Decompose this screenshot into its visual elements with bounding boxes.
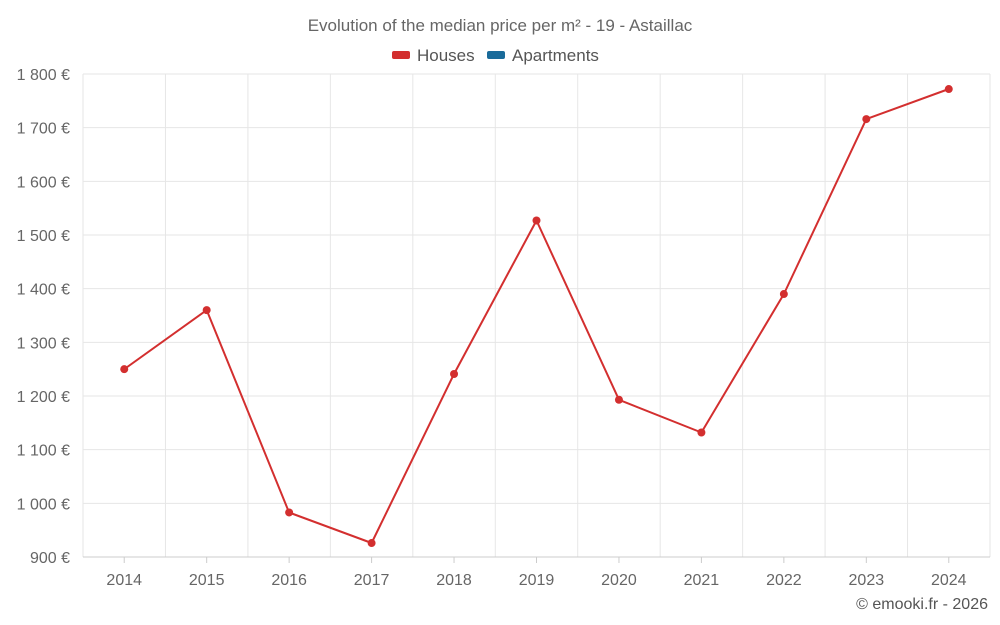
x-tick-label: 2017 [354,572,390,589]
data-point[interactable] [450,369,459,378]
legend: Houses Apartments [392,46,599,65]
data-point[interactable] [944,85,953,94]
x-tick-label: 2018 [436,572,472,589]
data-point[interactable] [532,216,541,225]
data-point[interactable] [614,395,623,404]
y-tick-label: 1 400 € [17,282,70,299]
credit-text: © emooki.fr - 2026 [856,596,988,613]
y-tick-label: 1 200 € [17,389,70,406]
legend-swatch-apartments [487,51,505,59]
legend-label-apartments: Apartments [512,46,599,65]
axes: 900 € 1 000 € 1 100 € 1 200 € 1 300 € 1 400 €… [17,67,990,589]
series-houses [120,85,953,548]
data-point[interactable] [862,115,871,124]
data-point[interactable] [202,306,211,315]
chart-title: Evolution of the median price per m² - 1… [308,16,693,35]
data-point[interactable] [779,290,788,299]
y-tick-label: 1 500 € [17,228,70,245]
x-tick-label: 2014 [106,572,142,589]
y-tick-label: 1 100 € [17,443,70,460]
y-tick-label: 1 300 € [17,335,70,352]
legend-label-houses: Houses [417,46,475,65]
grid [82,73,991,558]
x-tick-label: 2022 [766,572,802,589]
legend-swatch-houses [392,51,410,59]
y-tick-label: 1 800 € [17,67,70,84]
legend-item-houses[interactable]: Houses [392,46,475,65]
x-tick-label: 2021 [684,572,720,589]
y-tick-label: 900 € [30,550,70,567]
data-point[interactable] [285,508,294,517]
x-tick-label: 2024 [931,572,967,589]
y-tick-label: 1 700 € [17,121,70,138]
x-tick-label: 2023 [849,572,885,589]
data-point[interactable] [697,428,706,437]
legend-item-apartments[interactable]: Apartments [487,46,599,65]
x-tick-label: 2019 [519,572,555,589]
x-tick-label: 2020 [601,572,637,589]
x-tick-label: 2016 [271,572,307,589]
y-tick-label: 1 600 € [17,174,70,191]
x-tick-label: 2015 [189,572,225,589]
y-tick-label: 1 000 € [17,496,70,513]
data-point[interactable] [120,365,129,374]
data-point[interactable] [367,539,376,548]
